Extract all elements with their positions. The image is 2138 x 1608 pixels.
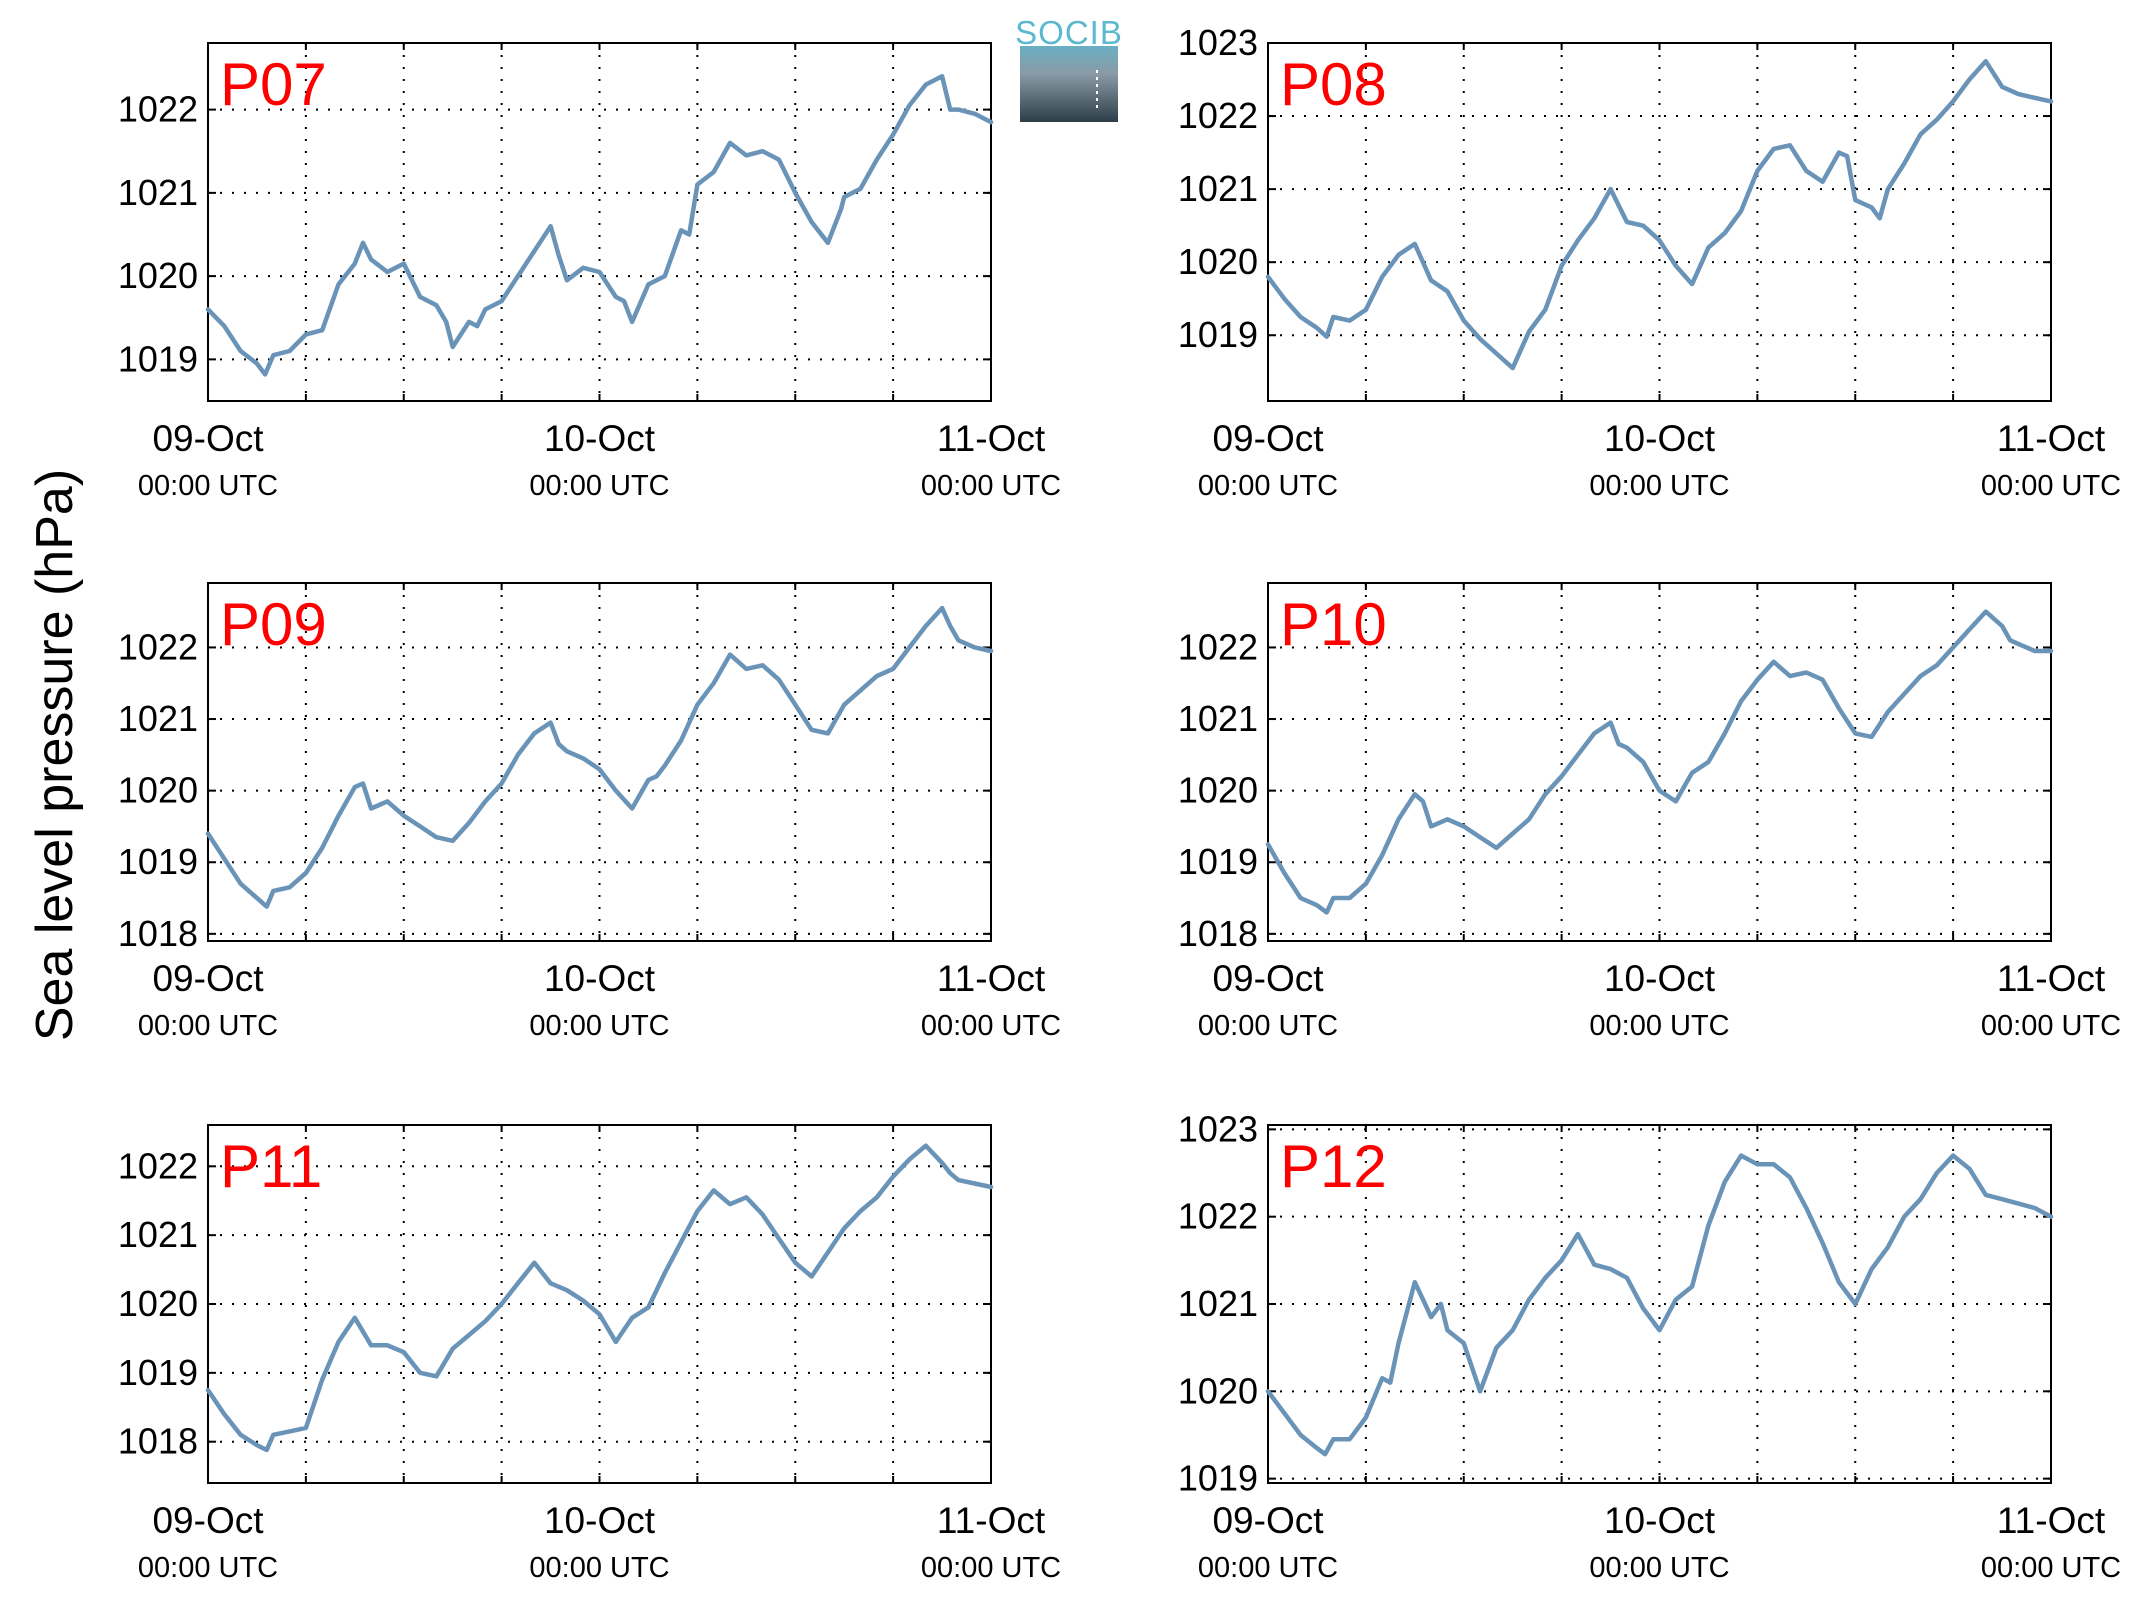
y-tick-label: 1020 bbox=[1178, 1370, 1258, 1411]
pressure-series-line-p09 bbox=[205, 605, 994, 909]
y-tick-label: 1019 bbox=[118, 841, 198, 882]
x-tick-time-label: 00:00 UTC bbox=[1198, 1010, 1338, 1042]
x-tick-date-label: 10-Oct bbox=[544, 1500, 656, 1541]
y-tick-label: 1021 bbox=[118, 698, 198, 739]
x-tick-time-label: 00:00 UTC bbox=[1198, 1552, 1338, 1584]
y-tick-label: 1022 bbox=[1178, 626, 1258, 667]
station-label-p08: P08 bbox=[1280, 51, 1387, 118]
plot-area-p11 bbox=[207, 1124, 992, 1484]
x-tick-time-label: 00:00 UTC bbox=[1981, 1010, 2121, 1042]
y-tick-label: 1021 bbox=[1178, 1283, 1258, 1324]
x-tick-date-label: 11-Oct bbox=[937, 1500, 1046, 1541]
x-tick-time-label: 00:00 UTC bbox=[1198, 470, 1338, 502]
plot-area-p09 bbox=[207, 582, 992, 942]
plot-area-p10 bbox=[1267, 582, 2052, 942]
x-tick-date-label: 10-Oct bbox=[544, 418, 656, 459]
x-tick-date-label: 09-Oct bbox=[152, 418, 264, 459]
x-tick-time-label: 00:00 UTC bbox=[921, 470, 1061, 502]
chart-panel-p08: 1019 1020 1021 1022 1023 09-Oct 00:00 UTC 10-Oc… bbox=[1178, 22, 2121, 502]
x-tick-time-label: 00:00 UTC bbox=[529, 1552, 669, 1584]
x-tick-date-label: 11-Oct bbox=[937, 958, 1046, 999]
x-tick-date-label: 11-Oct bbox=[1997, 958, 2106, 999]
y-tick-label: 1022 bbox=[118, 626, 198, 667]
chart-panel-p09: 1018 1019 1020 1021 1022 09-Oct 00:00 UTC 10-Oc… bbox=[118, 582, 1061, 1042]
global-y-axis-label: Sea level pressure (hPa) bbox=[26, 469, 84, 1041]
y-tick-label: 1018 bbox=[118, 1421, 198, 1462]
x-tick-time-label: 00:00 UTC bbox=[1981, 470, 2121, 502]
socib-logo-text: SOCIB bbox=[1015, 14, 1123, 51]
pressure-series-line-p08 bbox=[1265, 59, 2054, 371]
y-tick-label: 1023 bbox=[1178, 1108, 1258, 1149]
x-tick-date-label: 11-Oct bbox=[937, 418, 1046, 459]
y-tick-label: 1021 bbox=[1178, 168, 1258, 209]
y-tick-label: 1020 bbox=[118, 255, 198, 296]
x-tick-time-label: 00:00 UTC bbox=[1981, 1552, 2121, 1584]
socib-logo-wave bbox=[1020, 34, 1118, 122]
y-tick-label: 1019 bbox=[1178, 314, 1258, 355]
x-tick-time-label: 00:00 UTC bbox=[1589, 1552, 1729, 1584]
chart-panel-p12: 1019 1020 1021 1022 1023 09-Oct 00:00 UTC 10-Oc… bbox=[1178, 1108, 2121, 1584]
x-tick-date-label: 11-Oct bbox=[1997, 418, 2106, 459]
y-tick-label: 1019 bbox=[1178, 841, 1258, 882]
y-tick-label: 1019 bbox=[118, 1352, 198, 1393]
y-tick-label: 1019 bbox=[1178, 1458, 1258, 1499]
y-tick-label: 1022 bbox=[118, 1145, 198, 1186]
y-tick-label: 1020 bbox=[1178, 241, 1258, 282]
pressure-series-line-p12 bbox=[1265, 1153, 2054, 1457]
x-tick-date-label: 11-Oct bbox=[1997, 1500, 2106, 1541]
y-tick-label: 1020 bbox=[118, 770, 198, 811]
chart-panel-p07: 1019 1020 1021 1022 09-Oct 00:00 UTC 10-Oct 00:… bbox=[118, 42, 1061, 502]
x-tick-time-label: 00:00 UTC bbox=[529, 470, 669, 502]
socib-logo: SOCIB bbox=[1015, 12, 1123, 122]
station-label-p12: P12 bbox=[1280, 1133, 1387, 1200]
pressure-series-line-p07 bbox=[205, 74, 994, 377]
station-label-p10: P10 bbox=[1280, 591, 1387, 658]
chart-panel-p11: 1018 1019 1020 1021 1022 09-Oct 00:00 UTC 10-Oc… bbox=[118, 1124, 1061, 1584]
x-tick-date-label: 10-Oct bbox=[1604, 418, 1716, 459]
plot-area-p08 bbox=[1267, 42, 2052, 402]
x-tick-time-label: 00:00 UTC bbox=[138, 1552, 278, 1584]
x-tick-date-label: 09-Oct bbox=[152, 1500, 264, 1541]
x-tick-date-label: 10-Oct bbox=[1604, 958, 1716, 999]
pressure-series-line-p10 bbox=[1265, 609, 2054, 915]
y-tick-label: 1022 bbox=[1178, 95, 1258, 136]
y-tick-label: 1022 bbox=[1178, 1196, 1258, 1237]
y-tick-label: 1019 bbox=[118, 338, 198, 379]
station-label-p07: P07 bbox=[220, 51, 327, 118]
y-tick-label: 1022 bbox=[118, 89, 198, 130]
x-tick-date-label: 09-Oct bbox=[1212, 418, 1324, 459]
station-label-p09: P09 bbox=[220, 591, 327, 658]
x-tick-date-label: 09-Oct bbox=[1212, 1500, 1324, 1541]
y-tick-label: 1021 bbox=[1178, 698, 1258, 739]
x-tick-date-label: 09-Oct bbox=[152, 958, 264, 999]
x-tick-time-label: 00:00 UTC bbox=[138, 470, 278, 502]
y-tick-label: 1020 bbox=[1178, 770, 1258, 811]
x-tick-time-label: 00:00 UTC bbox=[1589, 1010, 1729, 1042]
x-tick-date-label: 09-Oct bbox=[1212, 958, 1324, 999]
x-tick-time-label: 00:00 UTC bbox=[921, 1552, 1061, 1584]
x-tick-date-label: 10-Oct bbox=[1604, 1500, 1716, 1541]
y-tick-label: 1021 bbox=[118, 172, 198, 213]
x-tick-time-label: 00:00 UTC bbox=[1589, 470, 1729, 502]
y-tick-label: 1023 bbox=[1178, 22, 1258, 63]
chart-panel-p10: 1018 1019 1020 1021 1022 09-Oct 00:00 UTC 10-Oc… bbox=[1178, 582, 2121, 1042]
x-tick-time-label: 00:00 UTC bbox=[529, 1010, 669, 1042]
y-tick-label: 1018 bbox=[118, 913, 198, 954]
plot-area-p07 bbox=[207, 42, 992, 402]
y-tick-label: 1021 bbox=[118, 1214, 198, 1255]
station-label-p11: P11 bbox=[220, 1133, 322, 1200]
x-tick-date-label: 10-Oct bbox=[544, 958, 656, 999]
y-tick-label: 1020 bbox=[118, 1283, 198, 1324]
plot-area-p12 bbox=[1267, 1124, 2052, 1484]
x-tick-time-label: 00:00 UTC bbox=[138, 1010, 278, 1042]
y-tick-label: 1018 bbox=[1178, 913, 1258, 954]
x-tick-time-label: 00:00 UTC bbox=[921, 1010, 1061, 1042]
pressure-series-line-p11 bbox=[205, 1143, 994, 1453]
